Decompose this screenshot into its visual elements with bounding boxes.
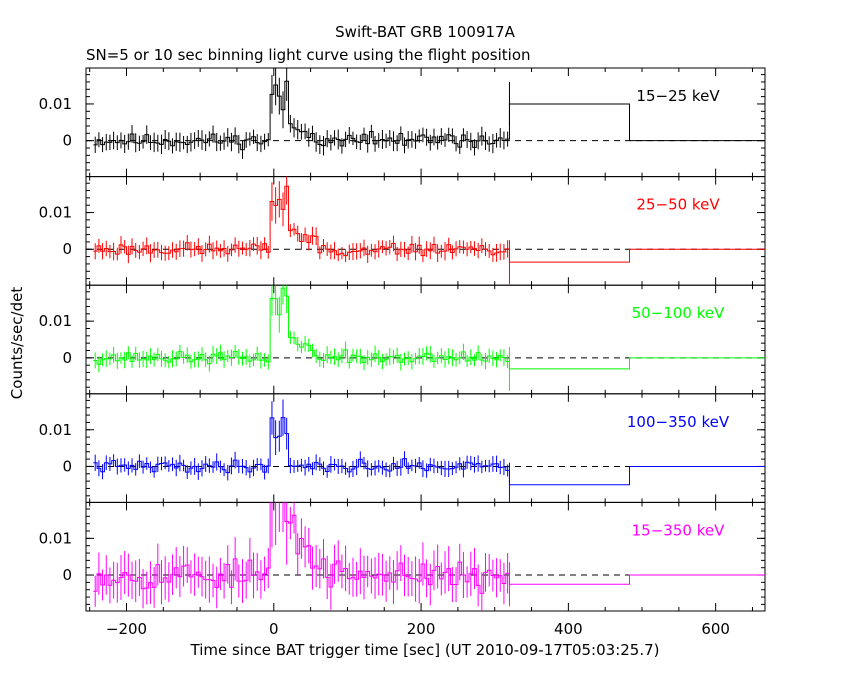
- data-group: [93, 68, 765, 159]
- data-group: [93, 502, 765, 611]
- panel-3: 0 0.01 50−100 keV: [39, 284, 766, 395]
- y-axis-label: Counts/sec/det: [8, 287, 26, 400]
- band-label: 15−25 keV: [636, 87, 720, 105]
- light-curve-line: [93, 417, 765, 486]
- y-tick-label: 0: [62, 566, 72, 584]
- y-tick-label: 0.01: [39, 312, 72, 330]
- light-curve-line: [93, 502, 765, 594]
- y-tick-label: 0: [62, 132, 72, 150]
- x-axis-label: Time since BAT trigger time [sec] (UT 20…: [190, 641, 660, 659]
- panel-frame: [85, 501, 766, 612]
- data-group: [93, 285, 765, 391]
- y-tick-label: 0.01: [39, 421, 72, 439]
- panel-frame: [85, 284, 766, 395]
- light-curve-line: [93, 80, 765, 151]
- band-label: 50−100 keV: [632, 304, 725, 322]
- x-tick-label: 200: [407, 620, 436, 638]
- light-curve-line: [93, 287, 765, 370]
- x-tick-label: 0: [269, 620, 279, 638]
- band-label: 25−50 keV: [636, 196, 720, 214]
- x-tick-label: 400: [554, 620, 583, 638]
- panel-frame: [85, 67, 766, 178]
- band-label: 100−350 keV: [627, 413, 730, 431]
- y-tick-label: 0: [62, 240, 72, 258]
- data-group: [93, 399, 765, 503]
- panel-2: 0 0.01 25−50 keV: [39, 176, 766, 286]
- y-tick-label: 0.01: [39, 204, 72, 222]
- band-label: 15−350 keV: [632, 521, 725, 539]
- panels-group: 0 0.01 15−25 keV 0 0.01 25−50 keV 0 0.01 50−100 …: [39, 67, 766, 638]
- chart-title: Swift-BAT GRB 100917A: [335, 23, 515, 41]
- panel-frame: [85, 176, 766, 286]
- panel-1: 0 0.01 15−25 keV: [39, 67, 766, 178]
- y-tick-label: 0: [62, 457, 72, 475]
- y-tick-label: 0.01: [39, 529, 72, 547]
- y-tick-label: 0.01: [39, 95, 72, 113]
- panel-5: 0 0.01 15−350 keV: [39, 501, 766, 612]
- x-tick-label: −200: [106, 620, 147, 638]
- panel-4: 0 0.01 100−350 keV: [39, 393, 766, 503]
- data-group: [93, 176, 765, 285]
- y-tick-label: 0: [62, 349, 72, 367]
- chart-subtitle: SN=5 or 10 sec binning light curve using…: [86, 46, 531, 64]
- x-tick-label: 600: [701, 620, 730, 638]
- panel-frame: [85, 393, 766, 503]
- light-curve-line: [93, 185, 765, 263]
